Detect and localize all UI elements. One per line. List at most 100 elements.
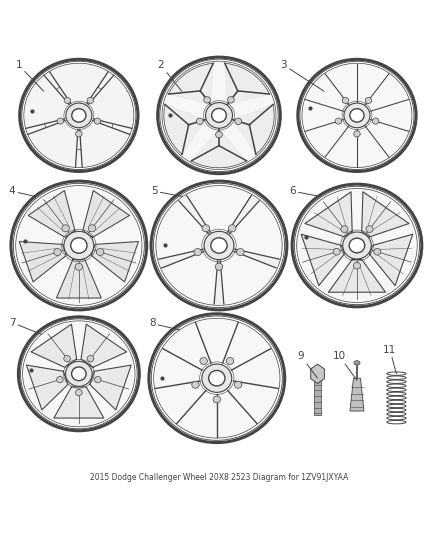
Polygon shape xyxy=(305,192,352,237)
Polygon shape xyxy=(233,104,274,155)
Ellipse shape xyxy=(66,103,92,128)
Polygon shape xyxy=(328,260,385,292)
Ellipse shape xyxy=(374,248,381,255)
Polygon shape xyxy=(164,104,205,155)
Ellipse shape xyxy=(366,226,373,232)
Ellipse shape xyxy=(354,361,360,365)
Ellipse shape xyxy=(350,109,364,122)
Polygon shape xyxy=(179,196,211,234)
Polygon shape xyxy=(83,190,130,237)
Ellipse shape xyxy=(88,225,96,232)
Ellipse shape xyxy=(302,63,412,167)
Ellipse shape xyxy=(202,225,209,232)
Polygon shape xyxy=(227,196,259,234)
Ellipse shape xyxy=(344,103,370,128)
Ellipse shape xyxy=(23,321,135,427)
Polygon shape xyxy=(314,374,321,415)
Ellipse shape xyxy=(94,118,101,124)
Polygon shape xyxy=(234,249,279,268)
Ellipse shape xyxy=(95,376,101,383)
Ellipse shape xyxy=(235,118,242,125)
Ellipse shape xyxy=(162,61,276,169)
Ellipse shape xyxy=(25,64,133,167)
Polygon shape xyxy=(31,324,77,367)
Polygon shape xyxy=(90,365,131,410)
Ellipse shape xyxy=(211,238,227,253)
Polygon shape xyxy=(54,387,104,418)
Ellipse shape xyxy=(212,108,226,123)
Ellipse shape xyxy=(204,231,234,260)
Text: 5: 5 xyxy=(151,186,182,197)
Ellipse shape xyxy=(229,225,236,232)
Ellipse shape xyxy=(96,248,104,256)
Text: 2: 2 xyxy=(158,60,182,91)
Polygon shape xyxy=(26,365,68,410)
Ellipse shape xyxy=(343,232,371,259)
Ellipse shape xyxy=(24,63,134,167)
Text: 11: 11 xyxy=(383,345,396,374)
Ellipse shape xyxy=(192,381,199,389)
Ellipse shape xyxy=(353,262,360,269)
Ellipse shape xyxy=(66,361,92,386)
Ellipse shape xyxy=(234,381,242,389)
Ellipse shape xyxy=(54,248,61,256)
Ellipse shape xyxy=(215,263,223,270)
Polygon shape xyxy=(57,260,101,298)
Ellipse shape xyxy=(205,102,233,128)
Ellipse shape xyxy=(76,131,82,137)
Ellipse shape xyxy=(342,98,349,103)
Ellipse shape xyxy=(72,109,86,122)
Ellipse shape xyxy=(156,185,282,305)
Polygon shape xyxy=(362,192,409,237)
Text: 8: 8 xyxy=(149,318,180,330)
Ellipse shape xyxy=(16,185,142,305)
Polygon shape xyxy=(311,364,325,383)
Ellipse shape xyxy=(71,238,87,253)
Polygon shape xyxy=(370,235,413,286)
Polygon shape xyxy=(28,190,75,237)
Polygon shape xyxy=(301,235,344,286)
Text: 10: 10 xyxy=(333,351,357,381)
Ellipse shape xyxy=(75,263,83,270)
Ellipse shape xyxy=(335,118,342,124)
Text: 7: 7 xyxy=(9,318,42,334)
Ellipse shape xyxy=(154,318,280,438)
Ellipse shape xyxy=(62,225,69,232)
Ellipse shape xyxy=(365,98,372,103)
Ellipse shape xyxy=(333,248,340,255)
Text: 3: 3 xyxy=(280,60,324,91)
Ellipse shape xyxy=(57,376,63,383)
Ellipse shape xyxy=(194,248,201,256)
Polygon shape xyxy=(169,63,213,104)
Text: 2015 Dodge Challenger Wheel 20X8 2523 Diagram for 1ZV91JXYAA: 2015 Dodge Challenger Wheel 20X8 2523 Di… xyxy=(90,473,348,482)
Ellipse shape xyxy=(208,370,225,386)
Polygon shape xyxy=(214,261,224,304)
Text: 9: 9 xyxy=(298,351,318,378)
Polygon shape xyxy=(350,378,364,411)
Ellipse shape xyxy=(372,118,379,124)
Ellipse shape xyxy=(87,98,94,103)
Ellipse shape xyxy=(213,396,221,403)
Ellipse shape xyxy=(64,356,71,362)
Ellipse shape xyxy=(87,356,94,362)
Polygon shape xyxy=(91,241,138,282)
Ellipse shape xyxy=(57,118,64,124)
Ellipse shape xyxy=(341,226,348,232)
Polygon shape xyxy=(81,324,127,367)
Ellipse shape xyxy=(196,118,203,125)
Text: 4: 4 xyxy=(9,186,35,197)
Ellipse shape xyxy=(237,248,244,256)
Ellipse shape xyxy=(64,98,71,103)
Ellipse shape xyxy=(75,390,82,395)
Ellipse shape xyxy=(226,358,234,365)
Text: 1: 1 xyxy=(15,60,44,91)
Ellipse shape xyxy=(349,238,365,253)
Ellipse shape xyxy=(200,358,207,365)
Polygon shape xyxy=(159,249,204,268)
Ellipse shape xyxy=(202,364,232,392)
Ellipse shape xyxy=(71,367,86,381)
Ellipse shape xyxy=(227,96,234,103)
Ellipse shape xyxy=(215,132,223,138)
Polygon shape xyxy=(191,130,247,168)
Polygon shape xyxy=(225,63,269,104)
